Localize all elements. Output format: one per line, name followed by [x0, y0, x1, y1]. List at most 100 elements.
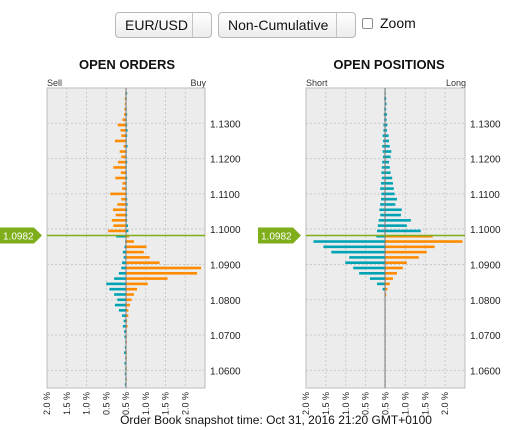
right-bar	[126, 314, 129, 317]
right-bar	[126, 91, 128, 95]
left-bar	[383, 129, 385, 132]
x-tick-label: 0.5 %	[101, 392, 111, 415]
current-price-marker	[0, 227, 42, 244]
right-bar	[126, 134, 128, 137]
y-tick-label: 1.1000	[210, 225, 241, 236]
left-bar	[120, 129, 126, 132]
right-bar	[126, 144, 128, 148]
y-tick-label: 1.1100	[470, 190, 500, 201]
left-bar	[323, 245, 385, 249]
left-side-label: Short	[306, 78, 328, 88]
x-tick-label: 1.0 %	[141, 392, 151, 415]
right-bar	[385, 107, 387, 111]
right-bar	[126, 113, 128, 116]
currency-pair-value: EUR/USD	[125, 17, 189, 33]
right-bar	[385, 150, 392, 153]
x-tick-label: 1.5 %	[420, 392, 430, 415]
left-bar	[382, 160, 385, 164]
right-bar	[385, 208, 402, 212]
right-bar	[385, 266, 403, 270]
currency-pair-select[interactable]: EUR/USD	[115, 12, 212, 38]
x-tick-label: 1.5 %	[161, 392, 171, 415]
right-bar	[385, 224, 407, 227]
left-bar	[113, 166, 126, 169]
right-bar	[126, 224, 128, 227]
left-bar	[123, 256, 126, 259]
left-bar	[313, 240, 385, 243]
right-bar	[126, 197, 128, 201]
left-bar	[122, 314, 126, 317]
right-bar	[385, 123, 388, 127]
right-bar	[385, 118, 387, 122]
y-tick-label: 1.0800	[210, 296, 241, 307]
x-tick-label: 1.0 %	[400, 392, 410, 415]
x-tick-label: 1.0 %	[341, 392, 351, 415]
left-bar	[379, 208, 385, 212]
x-tick-label: 2.0 %	[301, 392, 311, 415]
cumulative-mode-value: Non-Cumulative	[228, 17, 329, 33]
left-bar	[124, 107, 126, 111]
left-bar	[381, 171, 385, 175]
left-bar	[382, 144, 385, 148]
right-bar	[385, 97, 387, 100]
y-tick-label: 1.1300	[210, 119, 241, 130]
y-tick-label: 1.0600	[470, 366, 501, 377]
current-price-label: 1.0982	[261, 232, 292, 243]
left-bar	[122, 187, 126, 190]
left-bar	[382, 134, 385, 137]
right-bar	[385, 219, 411, 222]
zoom-checkbox[interactable]	[362, 18, 373, 29]
x-tick-label: 2.0 %	[42, 392, 52, 415]
left-bar	[369, 277, 385, 280]
left-bar	[124, 113, 126, 116]
y-tick-label: 1.1200	[210, 155, 241, 166]
right-bar	[385, 102, 387, 106]
left-side-label: Sell	[47, 78, 62, 88]
left-bar	[114, 293, 126, 296]
left-bar	[117, 203, 126, 206]
y-tick-label: 1.0700	[210, 331, 241, 342]
left-bar	[359, 271, 385, 275]
left-bar	[383, 155, 385, 159]
right-bar	[126, 266, 202, 270]
right-bar	[385, 160, 389, 164]
right-bar	[126, 309, 129, 312]
cumulative-mode-select[interactable]: Non-Cumulative	[218, 12, 356, 38]
chart-title: OPEN POSITIONS	[333, 57, 445, 72]
right-bar	[385, 192, 395, 196]
chart-title: OPEN ORDERS	[79, 57, 175, 72]
right-bar	[385, 203, 396, 206]
left-bar	[124, 383, 126, 386]
left-bar	[115, 213, 126, 217]
left-bar	[381, 181, 385, 185]
left-bar	[380, 187, 385, 190]
right-bar	[385, 181, 393, 185]
left-bar	[124, 102, 126, 106]
right-bar	[126, 250, 144, 254]
y-tick-label: 1.1300	[470, 119, 501, 130]
left-bar	[124, 330, 126, 333]
left-bar	[114, 303, 126, 307]
zoom-label: Zoom	[380, 15, 416, 31]
right-bar	[126, 123, 128, 127]
x-tick-label: 1.5 %	[321, 392, 331, 415]
left-bar	[124, 97, 126, 100]
left-bar	[110, 192, 126, 196]
left-bar	[124, 335, 126, 339]
right-bar	[126, 324, 128, 328]
left-bar	[121, 155, 126, 159]
left-bar	[123, 144, 126, 148]
left-bar	[378, 219, 385, 222]
right-bar	[126, 129, 128, 132]
right-bar	[126, 245, 147, 249]
left-bar	[118, 271, 126, 275]
left-bar	[383, 139, 385, 143]
right-bar	[385, 176, 393, 180]
right-bar	[126, 298, 132, 302]
left-bar	[115, 176, 126, 180]
left-bar	[382, 150, 385, 153]
right-bar	[126, 203, 128, 206]
y-tick-label: 1.0900	[210, 260, 241, 271]
left-bar	[124, 372, 126, 376]
